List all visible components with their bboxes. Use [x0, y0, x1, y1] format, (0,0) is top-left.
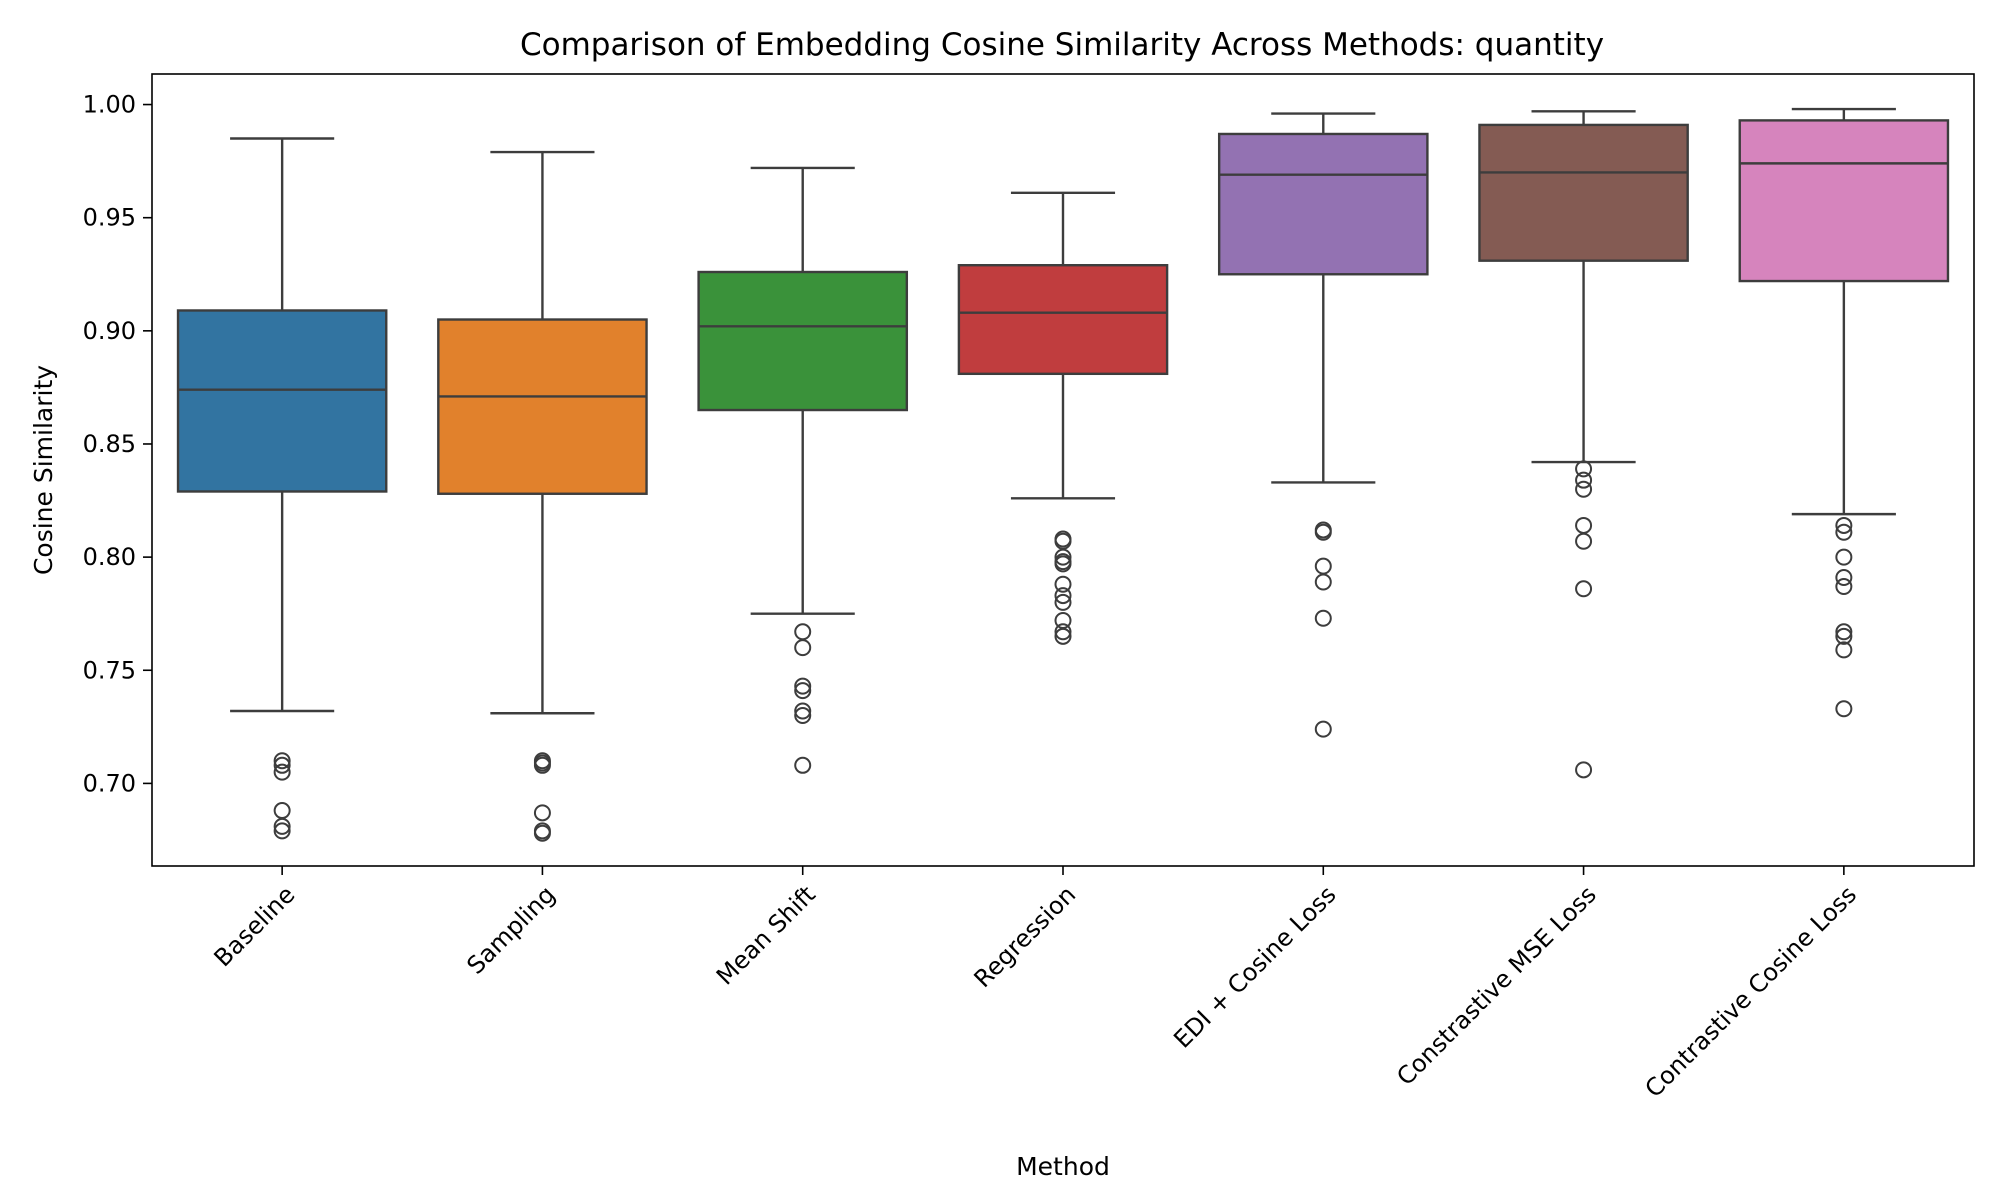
outlier-point — [1314, 720, 1332, 738]
y-tick-label: 0.95 — [83, 204, 136, 232]
outlier-point — [1314, 609, 1332, 627]
iqr-box — [957, 264, 1169, 376]
outlier-point — [794, 639, 812, 657]
outlier-point — [1575, 471, 1593, 489]
outlier-point — [1054, 593, 1072, 611]
box-edi-cosine-loss — [1217, 112, 1429, 738]
outlier-point — [794, 702, 812, 720]
x-tick-label: Regression — [969, 880, 1082, 993]
outlier-point — [1575, 761, 1593, 779]
chart-title: Comparison of Embedding Cosine Similarit… — [520, 27, 1604, 63]
outlier-point — [273, 822, 291, 840]
x-tick-label: Sampling — [461, 880, 560, 979]
outlier-point — [1054, 575, 1072, 593]
x-tick-label: EDI + Cosine Loss — [1168, 880, 1341, 1053]
box-regression — [957, 191, 1169, 645]
outlier-point — [273, 752, 291, 770]
outlier-point — [1054, 627, 1072, 645]
outlier-point — [1575, 480, 1593, 498]
outlier-point — [1835, 523, 1853, 541]
box-baseline — [176, 137, 388, 840]
box-sampling — [437, 150, 648, 842]
outlier-point — [794, 756, 812, 774]
outlier-point — [1835, 516, 1853, 534]
x-axis-label: Method — [1016, 1152, 1110, 1181]
box-mean-shift — [697, 166, 909, 774]
outlier-point — [1314, 573, 1332, 591]
outlier-point — [533, 756, 551, 774]
y-tick-label: 0.75 — [83, 656, 136, 684]
outlier-point — [1575, 532, 1593, 550]
y-tick-label: 0.90 — [83, 317, 136, 345]
outlier-point — [1835, 578, 1853, 596]
x-tick-label: Contrastive Cosine Loss — [1640, 880, 1863, 1103]
outlier-point — [1054, 623, 1072, 641]
outlier-point — [533, 804, 551, 822]
outlier-point — [1835, 623, 1853, 641]
iqr-box — [697, 270, 909, 412]
x-tick-label: Mean Shift — [711, 880, 821, 990]
iqr-box — [1478, 123, 1689, 262]
outlier-point — [1835, 548, 1853, 566]
outlier-point — [273, 756, 291, 774]
outlier-point — [1835, 641, 1853, 659]
outlier-point — [1314, 557, 1332, 575]
y-tick-label: 0.70 — [83, 769, 136, 797]
outlier-point — [1575, 516, 1593, 534]
iqr-box — [176, 309, 388, 493]
plot-area — [176, 107, 1950, 842]
iqr-box — [1738, 119, 1950, 283]
x-tick-label: Constrastive MSE Loss — [1391, 880, 1602, 1091]
outlier-point — [1314, 523, 1332, 541]
y-tick-label: 0.80 — [83, 543, 136, 571]
outlier-point — [794, 677, 812, 695]
iqr-box — [1217, 132, 1429, 276]
outlier-point — [1575, 460, 1593, 478]
outlier-point — [533, 824, 551, 842]
outlier-point — [1054, 587, 1072, 605]
box-constrastive-mse-loss — [1478, 110, 1689, 779]
x-tick-label: Baseline — [209, 880, 301, 972]
outlier-point — [1835, 627, 1853, 645]
y-axis-label: Cosine Similarity — [29, 365, 58, 575]
box-contrastive-cosine-loss — [1738, 107, 1950, 718]
y-tick-label: 1.00 — [83, 91, 136, 119]
iqr-box — [437, 318, 648, 495]
outlier-point — [1575, 580, 1593, 598]
outlier-point — [273, 763, 291, 781]
outlier-point — [794, 682, 812, 700]
outlier-point — [273, 817, 291, 835]
outlier-point — [1835, 568, 1853, 586]
outlier-point — [1054, 555, 1072, 573]
outlier-point — [1835, 700, 1853, 718]
y-tick-label: 0.85 — [83, 430, 136, 458]
outlier-point — [1054, 548, 1072, 566]
outlier-point — [794, 623, 812, 641]
outlier-point — [273, 802, 291, 820]
outlier-point — [794, 707, 812, 725]
